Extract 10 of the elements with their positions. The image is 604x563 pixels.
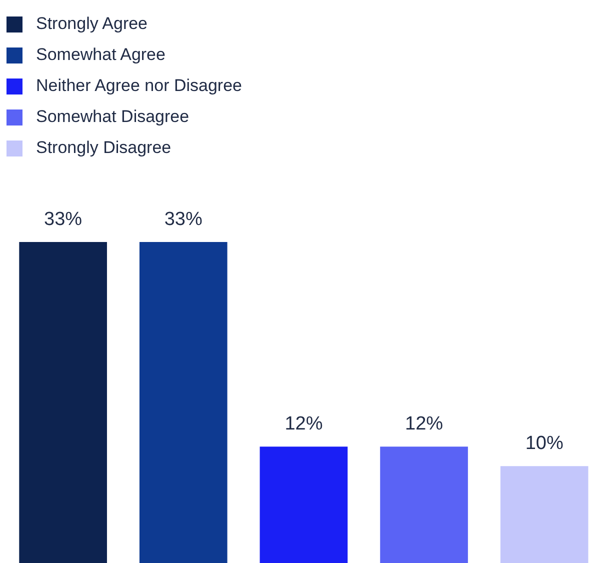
data-label: 33% (164, 208, 203, 230)
legend-label: Somewhat Agree (36, 45, 166, 65)
data-label: 12% (405, 414, 444, 435)
legend-label: Neither Agree nor Disagree (36, 76, 242, 96)
data-label: 33% (44, 208, 82, 230)
data-label: 10% (525, 433, 564, 454)
legend-label: Strongly Agree (36, 14, 148, 34)
data-label: 12% (284, 414, 323, 435)
legend-label: Strongly Disagree (36, 138, 172, 158)
legend-label: Somewhat Disagree (36, 107, 190, 127)
